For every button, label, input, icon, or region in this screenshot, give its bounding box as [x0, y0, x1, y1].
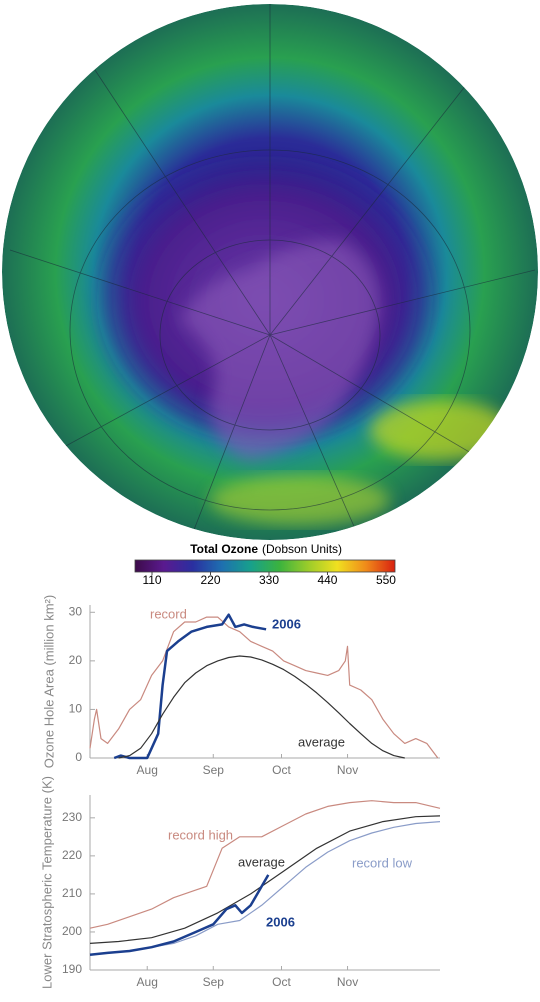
series-label: average	[238, 854, 285, 869]
y-tick-label: 30	[69, 604, 83, 618]
y-axis-label: Lower Stratospheric Temperature (K)	[39, 776, 54, 989]
series-line	[89, 821, 441, 956]
tick-label: 110	[142, 573, 161, 587]
x-tick-label: Sep	[203, 763, 225, 777]
x-tick-label: Nov	[337, 763, 358, 777]
high-ozone-band	[210, 475, 390, 525]
y-tick-label: 220	[62, 848, 82, 862]
ozone-map	[2, 4, 538, 540]
y-tick-label: 210	[62, 886, 82, 900]
series-line	[89, 800, 441, 929]
x-tick-label: Oct	[272, 763, 291, 777]
x-tick-label: Aug	[137, 975, 158, 989]
y-tick-label: 230	[62, 810, 82, 824]
series-line	[89, 815, 441, 944]
x-tick-label: Nov	[337, 975, 358, 989]
series-line	[89, 616, 439, 759]
tick-label: 550	[376, 573, 396, 587]
series-line	[118, 655, 405, 759]
y-tick-label: 20	[69, 653, 83, 667]
series-label: 2006	[266, 914, 295, 929]
y-axis-label: Ozone Hole Area (million km²)	[41, 595, 56, 768]
tick-label: 220	[200, 573, 220, 587]
series-label: record	[150, 606, 187, 621]
series-line	[113, 613, 267, 760]
colorbar	[134, 559, 396, 573]
x-tick-label: Oct	[272, 975, 291, 989]
series-label: average	[298, 734, 345, 749]
tick-label: 330	[259, 573, 279, 587]
graticule	[9, 4, 536, 540]
x-tick-label: Sep	[203, 975, 225, 989]
antarctica	[180, 240, 380, 460]
colorbar-title: Total Ozone	[190, 542, 258, 556]
y-tick-label: 10	[69, 702, 83, 716]
y-tick-label: 0	[75, 750, 82, 764]
series-label: record high	[168, 827, 233, 842]
y-tick-label: 190	[62, 962, 82, 976]
x-tick-label: Aug	[137, 763, 158, 777]
tick-label: 440	[317, 573, 337, 587]
series-label: record low	[352, 855, 413, 870]
high-ozone-band	[370, 400, 510, 460]
series-line	[89, 874, 270, 957]
series-label: 2006	[272, 616, 301, 631]
colorbar-subtitle: (Dobson Units)	[262, 542, 342, 556]
y-tick-label: 200	[62, 924, 82, 938]
